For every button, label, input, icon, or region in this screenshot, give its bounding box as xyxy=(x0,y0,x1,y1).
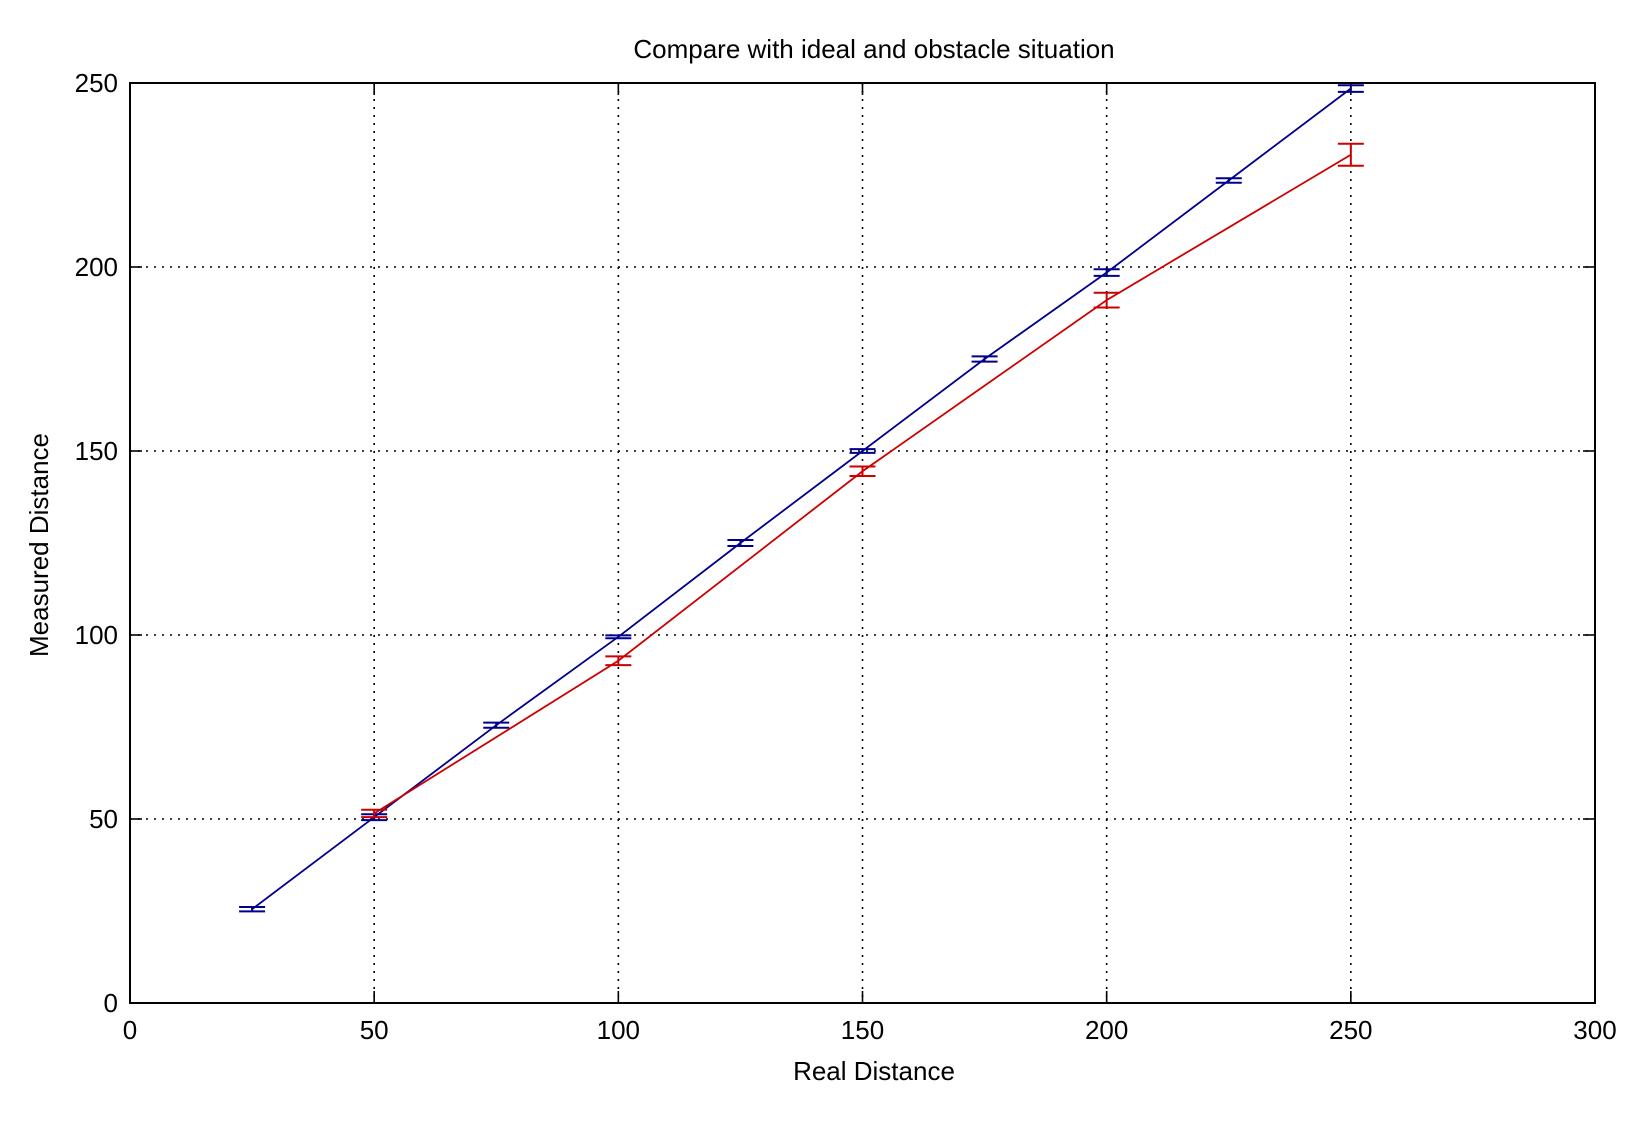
x-tick-label: 200 xyxy=(1085,1015,1128,1045)
series-1 xyxy=(239,84,1364,913)
chart-title: Compare with ideal and obstacle situatio… xyxy=(633,34,1114,64)
y-tick-label: 50 xyxy=(89,804,118,834)
x-tick-label: 50 xyxy=(360,1015,389,1045)
y-tick-label: 150 xyxy=(75,436,118,466)
x-tick-label: 150 xyxy=(841,1015,884,1045)
x-tick-label: 250 xyxy=(1329,1015,1372,1045)
y-tick-label: 250 xyxy=(75,68,118,98)
x-tick-label: 100 xyxy=(597,1015,640,1045)
series-2 xyxy=(361,142,1364,819)
axis-ticks: 0 50 100 150 200 250 300 0 50 100 150 200 250 xyxy=(75,68,1617,1045)
grid-lines xyxy=(130,83,1595,1003)
y-tick-label: 0 xyxy=(104,988,118,1018)
y-tick-label: 100 xyxy=(75,620,118,650)
x-axis-label: Real Distance xyxy=(793,1056,955,1086)
series-line xyxy=(251,87,1352,910)
y-axis-label: Measured Distance xyxy=(24,433,54,657)
x-tick-label: 0 xyxy=(123,1015,137,1045)
x-tick-label: 300 xyxy=(1573,1015,1616,1045)
y-tick-label: 200 xyxy=(75,252,118,282)
series-layer xyxy=(239,84,1364,913)
